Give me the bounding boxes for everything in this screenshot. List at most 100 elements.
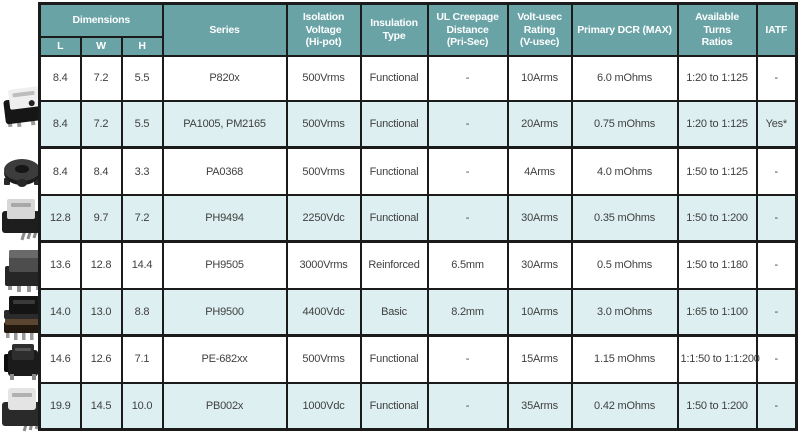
cell-ul-creepage-distance: - (426, 100, 509, 150)
cell-ul-creepage-distance: - (426, 334, 509, 384)
cell-available-turns-ratios: 1:1:50 to 1:1:200 (676, 334, 760, 384)
header-row-sub: L W H (38, 35, 797, 57)
table-row: 13.6 12.8 14.4 PH9505 3000Vrms Reinforced 6.5m… (38, 240, 798, 290)
cell-primary-dcr: 0.5 mOhms (570, 240, 679, 290)
cell-isolation-voltage: 2250Vdc (285, 193, 362, 244)
cell-insulation-type: Functional (359, 100, 429, 150)
cell-iatf: - (755, 381, 798, 431)
cell-available-turns-ratios: 1:50 to 1:180 (676, 240, 758, 290)
cell-available-turns-ratios: 1:65 to 1:100 (676, 287, 758, 338)
header-primary-dcr: Primary DCR (MAX) (570, 2, 679, 57)
cell-series: P820x (161, 54, 288, 102)
cell-volt-usec-rating: 30Arms (506, 193, 573, 244)
header-dimension-h: H (120, 35, 164, 57)
header-volt-usec-rating: Volt-usec Rating (V-usec) (506, 2, 573, 57)
cell-isolation-voltage: 4400Vdc (285, 287, 362, 338)
cell-series: PH9494 (161, 193, 288, 244)
cell-primary-dcr: 4.0 mOhms (570, 146, 679, 196)
header-series: Series (161, 2, 288, 57)
cell-iatf: - (755, 240, 798, 290)
header-dimension-w: W (79, 35, 123, 57)
photo-ph9505-smd-transformer (3, 246, 47, 292)
cell-l: 13.6 (38, 240, 82, 290)
cell-available-turns-ratios: 1:20 to 1:125 (676, 100, 758, 150)
cell-l: 14.0 (38, 287, 82, 338)
cell-ul-creepage-distance: - (426, 193, 509, 244)
cell-l: 14.6 (38, 334, 82, 384)
photo-pb002x-smd-transformer (0, 384, 46, 432)
cell-h: 7.1 (120, 334, 164, 384)
cell-l: 8.4 (38, 146, 82, 196)
cell-primary-dcr: 0.42 mOhms (570, 381, 679, 431)
cell-isolation-voltage: 500Vrms (285, 54, 362, 102)
cell-series: PA1005, PM2165 (161, 100, 288, 150)
cell-l: 12.8 (38, 193, 82, 244)
cell-insulation-type: Functional (359, 193, 429, 244)
cell-insulation-type: Basic (359, 287, 429, 338)
cell-volt-usec-rating: 10Arms (506, 287, 573, 338)
header-dimension-l: L (38, 35, 82, 57)
header-row-top: Dimensions Series Isolation Voltage (Hi-… (38, 2, 798, 57)
cell-ul-creepage-distance: 8.2mm (426, 287, 509, 338)
cell-primary-dcr: 6.0 mOhms (570, 54, 679, 102)
cell-h: 10.0 (120, 381, 164, 431)
cell-isolation-voltage: 500Vrms (285, 146, 362, 196)
table-row: 8.4 7.2 5.5 P820x 500Vrms Functional -10Arms 6.… (38, 54, 798, 102)
cell-iatf: - (755, 193, 798, 244)
cell-volt-usec-rating: 10Arms (506, 54, 573, 102)
cell-insulation-type: Functional (359, 381, 429, 431)
cell-series: PA0368 (161, 146, 288, 196)
cell-w: 12.8 (79, 240, 123, 290)
cell-w: 9.7 (79, 193, 123, 244)
cell-iatf: - (755, 146, 798, 196)
cell-insulation-type: Functional (359, 54, 429, 102)
cell-iatf: - (755, 54, 798, 102)
header-ul-creepage-distance: UL Creepage Distance (Pri-Sec) (426, 2, 509, 57)
cell-iatf: Yes* (755, 100, 798, 150)
table-row: 8.4 7.2 5.5 PA1005, PM2165 500Vrms Functional… (38, 100, 798, 150)
cell-insulation-type: Functional (359, 146, 429, 196)
table-row: 8.4 8.4 3.3 PA0368 500Vrms Functional -4Arms 4.… (38, 146, 798, 196)
cell-h: 3.3 (120, 146, 164, 196)
cell-volt-usec-rating: 20Arms (506, 100, 573, 150)
cell-w: 12.6 (79, 334, 123, 384)
cell-volt-usec-rating: 35Arms (506, 381, 573, 431)
cell-isolation-voltage: 500Vrms (285, 100, 362, 150)
cell-ul-creepage-distance: - (426, 146, 509, 196)
cell-h: 8.8 (120, 287, 164, 338)
cell-iatf: - (755, 334, 798, 384)
cell-series: PE-682xx (161, 334, 288, 384)
table-row: 19.9 14.5 10.0 PB002x 1000Vdc Functional -35Ar… (38, 381, 798, 431)
header-isolation-voltage: Isolation Voltage (Hi-pot) (285, 2, 362, 57)
cell-w: 7.2 (79, 100, 123, 150)
cell-l: 8.4 (38, 54, 82, 102)
cell-primary-dcr: 3.0 mOhms (570, 287, 679, 338)
cell-insulation-type: Reinforced (359, 240, 429, 290)
transformer-spec-table: Dimensions Series Isolation Voltage (Hi-… (38, 2, 799, 431)
cell-volt-usec-rating: 15Arms (506, 334, 573, 384)
cell-isolation-voltage: 500Vrms (285, 334, 362, 384)
cell-ul-creepage-distance: - (426, 54, 509, 102)
cell-isolation-voltage: 1000Vdc (285, 381, 362, 431)
header-iatf: IATF (755, 2, 798, 57)
cell-w: 8.4 (79, 146, 123, 196)
cell-primary-dcr: 0.75 mOhms (570, 100, 679, 150)
cell-h: 7.2 (120, 193, 164, 244)
cell-w: 7.2 (79, 54, 123, 102)
cell-primary-dcr: 0.35 mOhms (570, 193, 679, 244)
cell-primary-dcr: 1.15 mOhms (570, 334, 679, 384)
cell-h: 14.4 (120, 240, 164, 290)
table-row: 12.8 9.7 7.2 PH9494 2250Vdc Functional -30Arms… (38, 193, 798, 244)
cell-volt-usec-rating: 4Arms (506, 146, 573, 196)
header-available-turns-ratios: Available Turns Ratios (676, 2, 758, 57)
cell-insulation-type: Functional (359, 334, 429, 384)
cell-series: PB002x (161, 381, 288, 431)
cell-series: PH9505 (161, 240, 288, 290)
cell-l: 19.9 (38, 381, 82, 431)
photo-ph9500-stacked-transformer (1, 292, 47, 340)
table-row: 14.6 12.6 7.1 PE-682xx 500Vrms Functional -15A… (38, 334, 798, 384)
cell-series: PH9500 (161, 287, 288, 338)
cell-ul-creepage-distance: - (426, 381, 509, 431)
cell-isolation-voltage: 3000Vrms (285, 240, 362, 290)
